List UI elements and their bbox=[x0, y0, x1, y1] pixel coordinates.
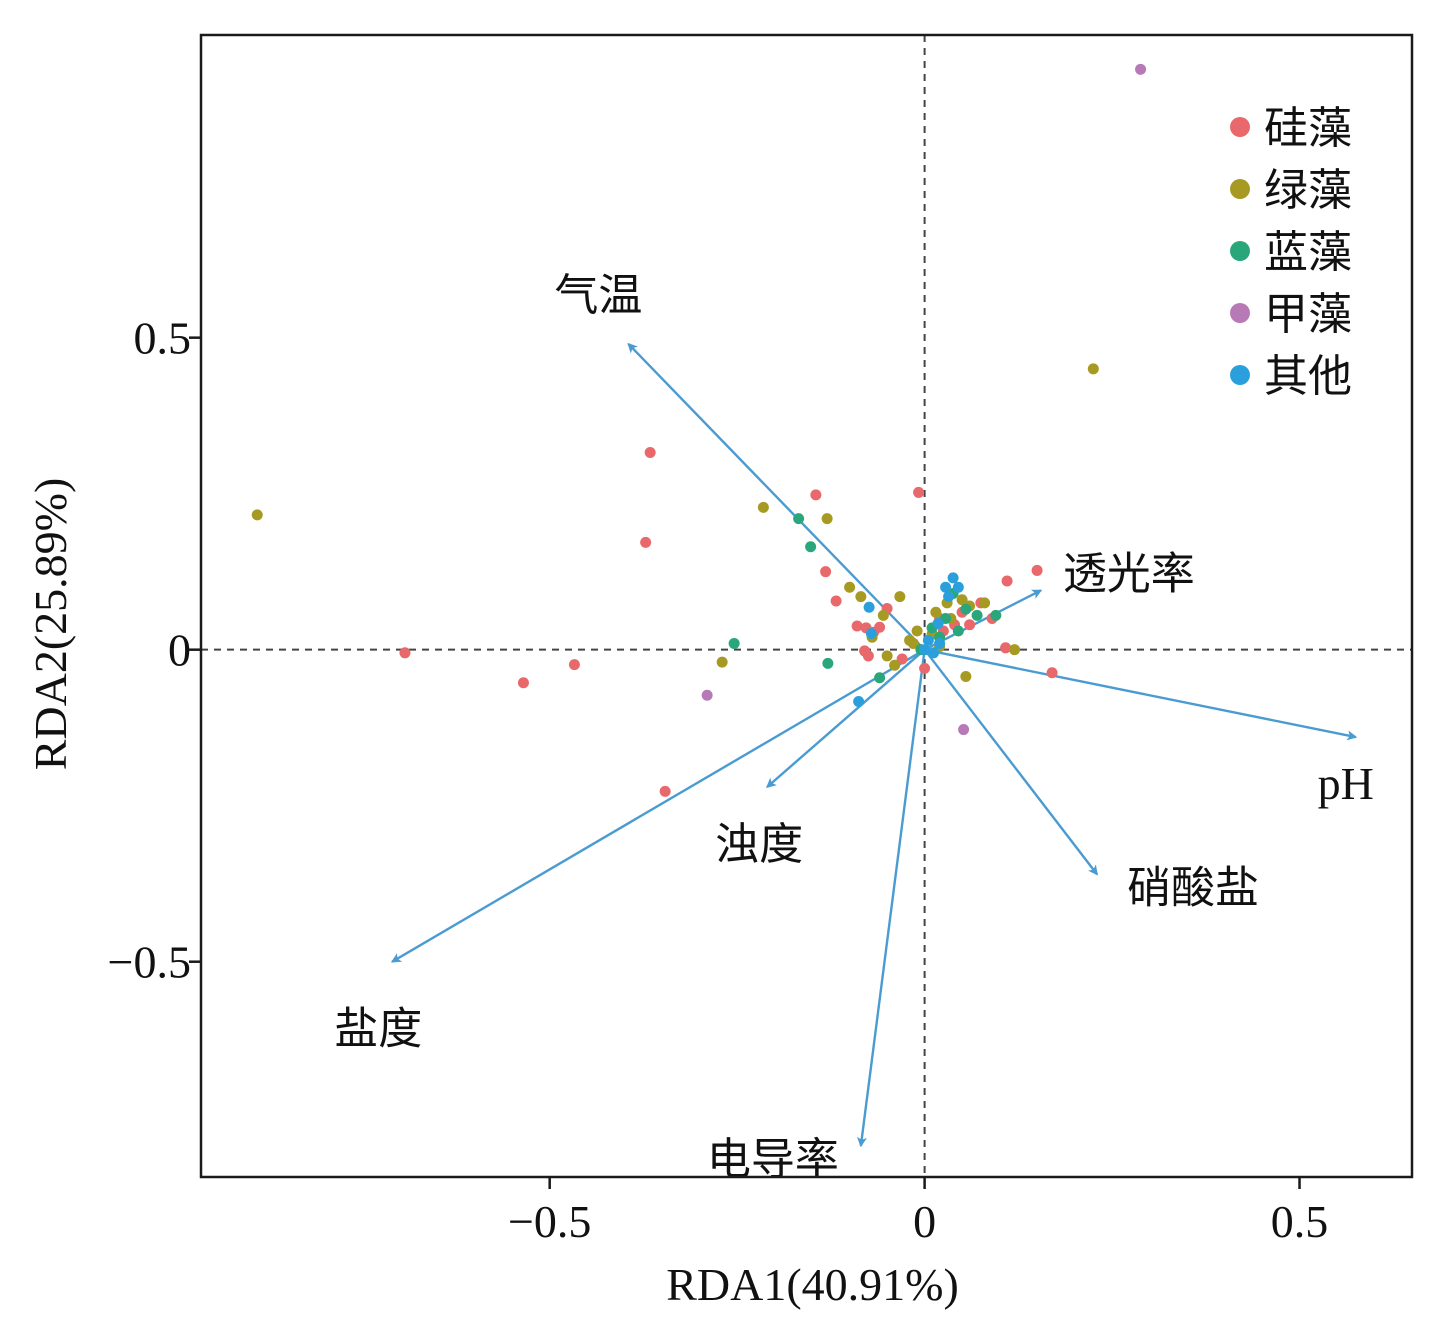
x-tick-label: −0.5 bbox=[508, 1196, 591, 1247]
point-series-4 bbox=[940, 581, 952, 593]
point-series-1 bbox=[979, 597, 991, 609]
point-series-3 bbox=[1135, 63, 1147, 75]
arrow-label: 气温 bbox=[554, 270, 642, 321]
point-series-4 bbox=[943, 591, 955, 603]
point-series-0 bbox=[874, 621, 886, 633]
point-series-0 bbox=[1031, 564, 1043, 576]
legend-swatch bbox=[1230, 303, 1250, 323]
plot-frame bbox=[199, 33, 1414, 1179]
point-series-1 bbox=[855, 591, 867, 603]
point-series-2 bbox=[971, 609, 983, 621]
point-series-0 bbox=[1001, 575, 1013, 587]
point-series-1 bbox=[930, 606, 942, 618]
legend-swatch bbox=[1230, 241, 1250, 261]
point-series-4 bbox=[928, 647, 940, 659]
point-series-1 bbox=[911, 625, 923, 637]
axis-ticks: −0.5 0 0.5 0.5 0 −0.5 bbox=[108, 313, 1329, 1247]
y-axis-title: RDA2(25.89%) bbox=[25, 478, 76, 771]
legend-label: 甲藻 bbox=[1264, 289, 1352, 340]
arrow-6 bbox=[856, 649, 926, 1148]
point-series-1 bbox=[1009, 644, 1021, 656]
legend-swatch bbox=[1230, 365, 1250, 385]
point-series-3 bbox=[958, 724, 970, 736]
point-series-0 bbox=[640, 536, 652, 548]
point-series-0 bbox=[913, 486, 925, 498]
arrow-2 bbox=[924, 648, 1358, 741]
point-series-0 bbox=[862, 650, 874, 662]
arrow-5 bbox=[390, 648, 926, 963]
arrow-label: 硝酸盐 bbox=[1127, 862, 1259, 913]
species-points bbox=[251, 63, 1147, 797]
point-series-0 bbox=[1046, 667, 1058, 679]
point-series-4 bbox=[853, 695, 865, 707]
arrow-label: pH bbox=[1318, 758, 1374, 809]
y-tick-label: 0 bbox=[168, 625, 191, 676]
point-series-0 bbox=[851, 620, 863, 632]
point-series-0 bbox=[1000, 642, 1012, 654]
point-series-1 bbox=[877, 609, 889, 621]
point-series-0 bbox=[830, 595, 842, 607]
point-series-1 bbox=[757, 501, 769, 513]
legend-swatch bbox=[1230, 117, 1250, 137]
x-tick-label: 0 bbox=[913, 1196, 936, 1247]
point-series-1 bbox=[956, 594, 968, 606]
point-series-2 bbox=[990, 609, 1002, 621]
legend-label: 其他 bbox=[1264, 351, 1352, 402]
point-series-0 bbox=[820, 566, 832, 578]
point-series-1 bbox=[960, 671, 972, 683]
point-series-1 bbox=[821, 513, 833, 525]
point-series-0 bbox=[517, 677, 529, 689]
point-series-2 bbox=[793, 513, 805, 525]
point-series-4 bbox=[863, 601, 875, 613]
point-series-0 bbox=[919, 662, 931, 674]
point-series-0 bbox=[399, 647, 411, 659]
point-series-1 bbox=[251, 509, 263, 521]
legend-swatch bbox=[1230, 179, 1250, 199]
legend-label: 蓝藻 bbox=[1264, 227, 1352, 278]
arrow-4 bbox=[766, 648, 926, 788]
legend-label: 绿藻 bbox=[1264, 165, 1352, 216]
arrow-label: 透光率 bbox=[1063, 548, 1195, 599]
point-series-4 bbox=[919, 644, 931, 656]
point-series-0 bbox=[810, 489, 822, 501]
point-series-2 bbox=[822, 657, 834, 669]
point-series-1 bbox=[716, 656, 728, 668]
point-series-1 bbox=[844, 581, 856, 593]
y-tick-label: −0.5 bbox=[108, 937, 191, 988]
point-series-1 bbox=[1087, 363, 1099, 375]
point-series-2 bbox=[874, 672, 886, 684]
point-series-1 bbox=[894, 591, 906, 603]
point-series-4 bbox=[934, 637, 946, 649]
arrow-3 bbox=[923, 648, 1099, 876]
point-series-0 bbox=[964, 619, 976, 631]
x-axis-title: RDA1(40.91%) bbox=[666, 1259, 959, 1310]
point-series-0 bbox=[644, 446, 656, 458]
point-series-2 bbox=[952, 625, 964, 637]
arrow-0 bbox=[627, 342, 926, 651]
point-series-1 bbox=[881, 650, 893, 662]
point-series-2 bbox=[728, 637, 740, 649]
point-series-4 bbox=[922, 634, 934, 646]
point-series-0 bbox=[896, 653, 908, 665]
point-series-4 bbox=[932, 617, 944, 629]
point-series-1 bbox=[907, 637, 919, 649]
point-series-4 bbox=[947, 572, 959, 584]
y-tick-label: 0.5 bbox=[134, 313, 192, 364]
point-series-2 bbox=[805, 541, 817, 553]
point-series-3 bbox=[701, 689, 713, 701]
point-series-4 bbox=[865, 627, 877, 639]
point-series-1 bbox=[889, 659, 901, 671]
arrow-label: 盐度 bbox=[334, 1004, 422, 1055]
arrow-label: 浊度 bbox=[715, 819, 803, 870]
point-series-4 bbox=[952, 581, 964, 593]
x-tick-label: 0.5 bbox=[1271, 1196, 1329, 1247]
point-series-0 bbox=[659, 785, 671, 797]
point-series-0 bbox=[568, 659, 580, 671]
point-series-2 bbox=[960, 603, 972, 615]
legend-label: 硅藻 bbox=[1264, 103, 1352, 154]
